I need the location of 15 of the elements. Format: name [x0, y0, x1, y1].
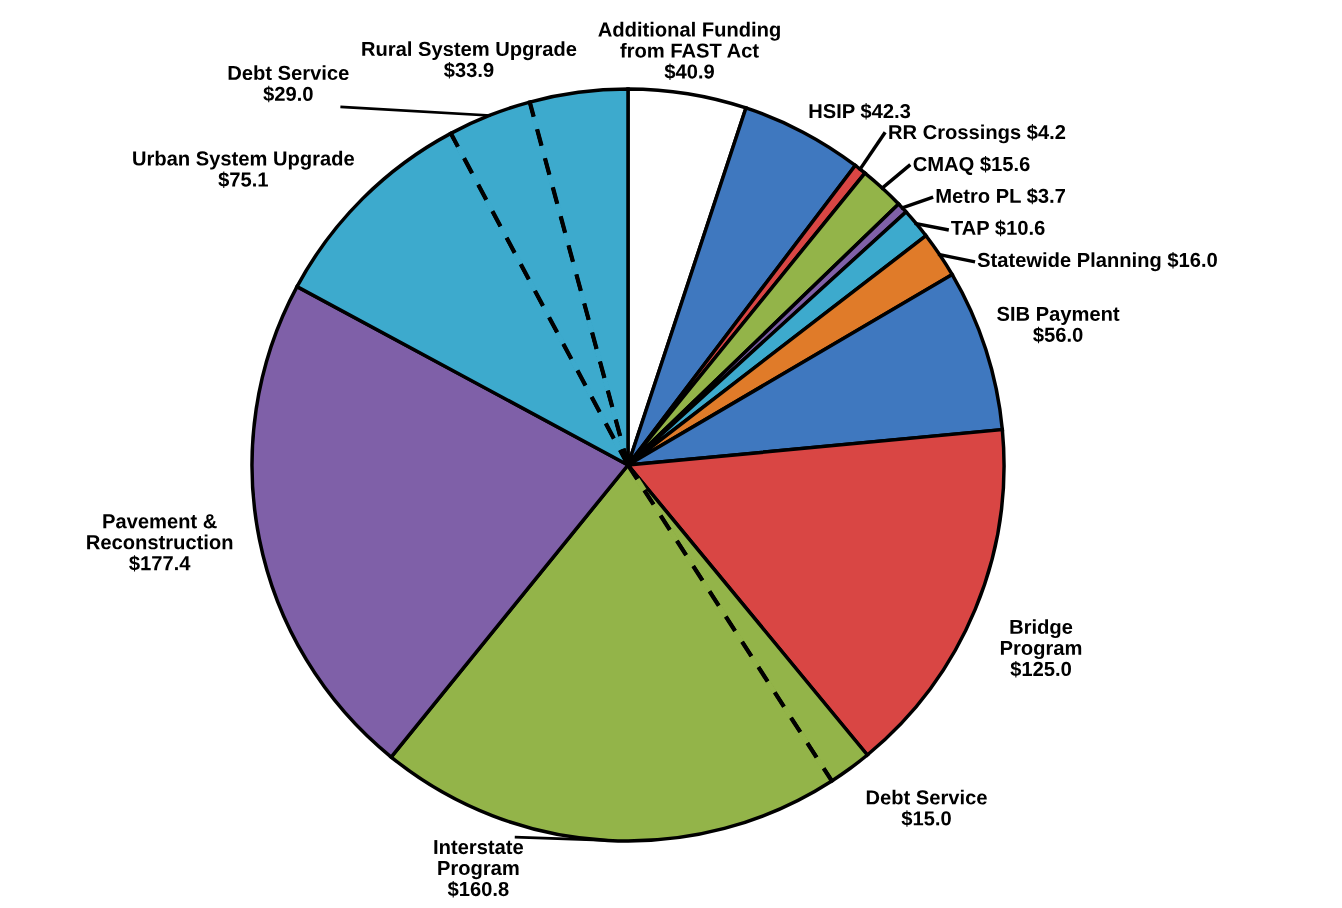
slice-label: Bridge Program $125.0: [1000, 619, 1082, 678]
slice-label: CMAQ $15.6: [913, 156, 1030, 175]
slice-label: SIB Payment $56.0: [997, 306, 1120, 344]
slice-label: Additional Funding from FAST Act $40.9: [598, 21, 780, 80]
slice-label: Rural System Upgrade $33.9: [362, 41, 577, 79]
slice-label: Pavement & Reconstruction $177.4: [87, 514, 233, 572]
slice-label: Statewide Planning $16.0: [977, 251, 1217, 272]
slice-label: Metro PL $3.7: [936, 187, 1065, 205]
slice-label: Urban System Upgrade $75.1: [133, 150, 354, 188]
slice-label: Interstate Program $160.8: [434, 840, 523, 898]
slice-label: Debt Service $15.0: [866, 789, 987, 827]
slice-label: RR Crossings $4.2: [889, 124, 1066, 144]
slice-label: HSIP $42.3: [809, 103, 911, 120]
slice-label: TAP $10.6: [951, 219, 1045, 237]
slice-label: Debt Service $29.0: [228, 65, 349, 103]
